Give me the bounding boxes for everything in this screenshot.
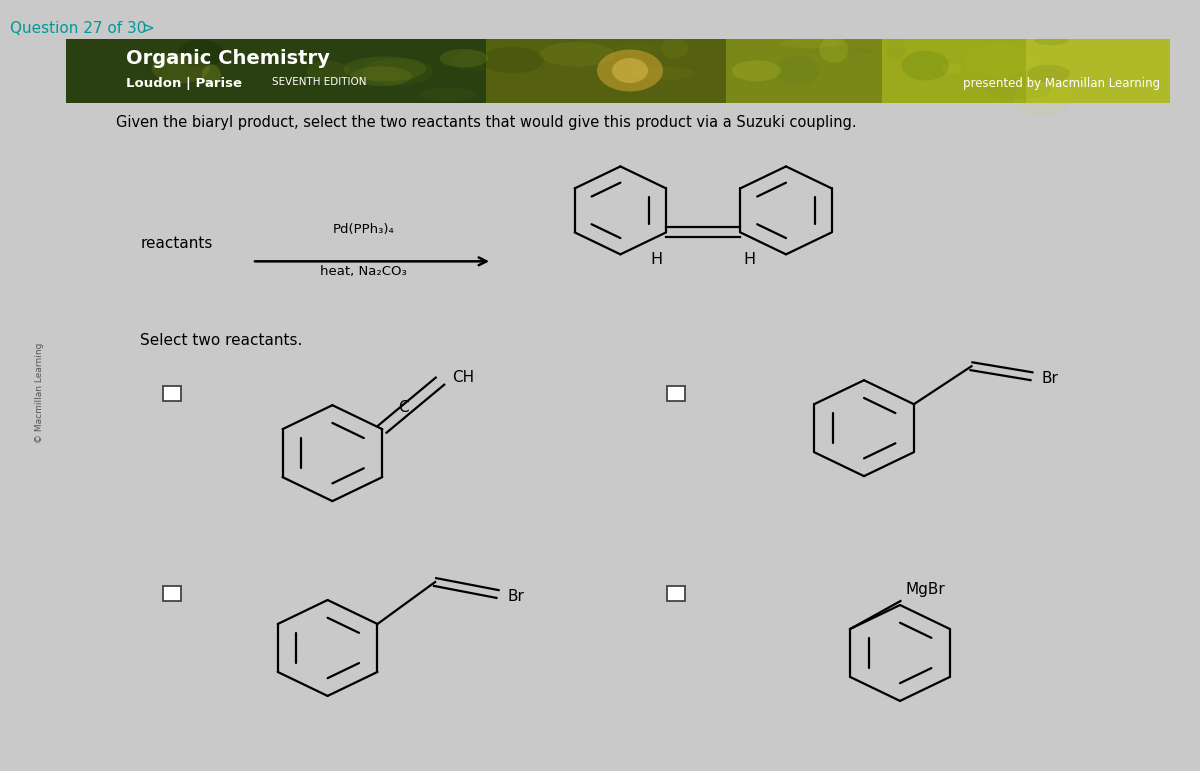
Ellipse shape	[202, 64, 221, 86]
Ellipse shape	[122, 72, 145, 85]
Ellipse shape	[439, 49, 488, 67]
Text: presented by Macmillan Learning: presented by Macmillan Learning	[964, 76, 1160, 89]
Text: heat, Na₂CO₃: heat, Na₂CO₃	[320, 265, 407, 278]
Text: H: H	[650, 252, 662, 268]
Bar	[726, 39, 1170, 103]
Text: MgBr: MgBr	[905, 581, 946, 597]
Text: H: H	[744, 252, 756, 268]
Ellipse shape	[362, 59, 433, 86]
Ellipse shape	[540, 42, 614, 66]
Text: Br: Br	[508, 588, 524, 604]
Text: CH: CH	[452, 369, 474, 385]
Text: Question 27 of 30: Question 27 of 30	[10, 21, 146, 35]
Ellipse shape	[551, 37, 581, 49]
Ellipse shape	[780, 39, 842, 48]
Ellipse shape	[350, 66, 412, 86]
Ellipse shape	[343, 56, 426, 81]
Ellipse shape	[661, 39, 689, 59]
Ellipse shape	[941, 63, 961, 74]
Bar	[882, 39, 1170, 103]
Text: reactants: reactants	[140, 236, 212, 251]
Ellipse shape	[481, 47, 544, 73]
Text: Organic Chemistry: Organic Chemistry	[126, 49, 330, 68]
Text: >: >	[142, 21, 155, 35]
Ellipse shape	[901, 51, 949, 80]
Ellipse shape	[820, 37, 848, 62]
Text: Loudon | Parise: Loudon | Parise	[126, 76, 251, 89]
Bar	[1026, 39, 1170, 103]
Ellipse shape	[732, 60, 781, 81]
Ellipse shape	[1014, 82, 1072, 116]
Ellipse shape	[809, 47, 877, 56]
Text: Select two reactants.: Select two reactants.	[140, 333, 302, 348]
Ellipse shape	[613, 43, 661, 54]
Bar	[163, 386, 180, 401]
Ellipse shape	[178, 40, 224, 68]
Ellipse shape	[452, 51, 494, 71]
Ellipse shape	[775, 56, 820, 85]
Bar	[486, 39, 1170, 103]
Ellipse shape	[984, 80, 1051, 99]
Text: Given the biaryl product, select the two reactants that would give this product : Given the biaryl product, select the two…	[116, 116, 857, 130]
Text: C: C	[398, 399, 409, 415]
Ellipse shape	[598, 49, 662, 92]
Ellipse shape	[964, 43, 1034, 76]
Text: Br: Br	[1042, 371, 1058, 386]
Text: Pd(PPh₃)₄: Pd(PPh₃)₄	[332, 224, 395, 237]
Bar	[163, 585, 180, 601]
Ellipse shape	[151, 53, 210, 83]
Bar	[66, 39, 1170, 103]
Bar	[667, 386, 684, 401]
Bar	[667, 585, 684, 601]
Ellipse shape	[886, 38, 906, 60]
Ellipse shape	[1027, 65, 1070, 82]
Ellipse shape	[421, 88, 476, 102]
Text: SEVENTH EDITION: SEVENTH EDITION	[272, 76, 367, 86]
Ellipse shape	[306, 61, 349, 82]
Ellipse shape	[612, 58, 648, 83]
Text: © Macmillan Learning: © Macmillan Learning	[35, 343, 44, 443]
Ellipse shape	[631, 66, 696, 80]
Ellipse shape	[1034, 37, 1068, 45]
